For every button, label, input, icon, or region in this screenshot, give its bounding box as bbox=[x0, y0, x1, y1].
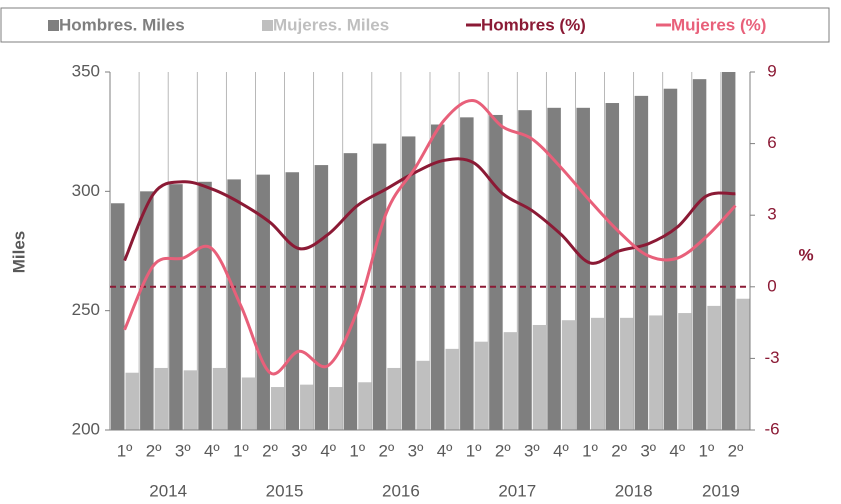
bar bbox=[198, 181, 212, 430]
bar bbox=[474, 341, 489, 430]
bar bbox=[707, 305, 721, 430]
x-tick-label: 4º bbox=[320, 441, 336, 460]
y2-tick-label: 9 bbox=[767, 61, 776, 80]
x-tick-label: 2º bbox=[262, 441, 278, 460]
x-tick-label: 2º bbox=[495, 441, 511, 460]
bar bbox=[387, 367, 401, 430]
bar bbox=[300, 384, 314, 430]
x-tick-label: 3º bbox=[291, 441, 307, 460]
y-tick-label: 300 bbox=[72, 181, 100, 200]
bar bbox=[125, 372, 139, 430]
bar bbox=[285, 172, 300, 431]
bar bbox=[241, 377, 256, 430]
year-label: 2019 bbox=[702, 481, 740, 500]
x-tick-label: 4º bbox=[437, 441, 453, 460]
bar bbox=[532, 324, 547, 430]
year-label: 2014 bbox=[149, 481, 187, 500]
y2-tick-label: 6 bbox=[767, 133, 776, 152]
bar bbox=[416, 360, 430, 430]
bar bbox=[460, 117, 474, 430]
bar bbox=[329, 387, 343, 430]
bar bbox=[620, 317, 634, 430]
bar bbox=[140, 191, 154, 430]
year-label: 2017 bbox=[498, 481, 536, 500]
bar bbox=[605, 103, 620, 430]
bar bbox=[721, 72, 736, 430]
year-label: 2018 bbox=[615, 481, 653, 500]
x-tick-label: 2º bbox=[146, 441, 162, 460]
bar bbox=[343, 153, 358, 430]
x-tick-label: 1º bbox=[582, 441, 598, 460]
bar bbox=[561, 320, 576, 430]
bar bbox=[518, 110, 532, 430]
bar bbox=[736, 298, 750, 430]
legend-box bbox=[0, 7, 830, 43]
year-label: 2016 bbox=[382, 481, 420, 500]
x-tick-label: 1º bbox=[117, 441, 133, 460]
bar bbox=[489, 114, 503, 431]
y-axis-label: Miles bbox=[9, 231, 28, 274]
bar bbox=[372, 143, 387, 430]
x-tick-label: 1º bbox=[233, 441, 249, 460]
bar bbox=[503, 332, 518, 430]
x-tick-label: 4º bbox=[553, 441, 569, 460]
bar bbox=[649, 315, 663, 430]
x-tick-label: 2º bbox=[379, 441, 395, 460]
y2-tick-label: 0 bbox=[767, 276, 776, 295]
y-tick-label: 350 bbox=[72, 61, 100, 80]
x-tick-label: 3º bbox=[408, 441, 424, 460]
x-tick-label: 4º bbox=[204, 441, 220, 460]
bar bbox=[678, 313, 692, 430]
x-tick-label: 2º bbox=[611, 441, 627, 460]
bar bbox=[547, 107, 561, 431]
y2-tick-label: -6 bbox=[764, 419, 779, 438]
x-tick-label: 2º bbox=[728, 441, 744, 460]
bar bbox=[358, 382, 372, 430]
bar bbox=[111, 203, 125, 430]
x-tick-label: 4º bbox=[669, 441, 685, 460]
bar bbox=[183, 370, 198, 430]
line bbox=[123, 99, 737, 376]
y-tick-label: 250 bbox=[72, 300, 100, 319]
bar bbox=[270, 387, 285, 430]
x-tick-label: 3º bbox=[175, 441, 191, 460]
bar bbox=[576, 107, 590, 431]
bar bbox=[169, 184, 183, 430]
line bbox=[123, 157, 736, 265]
bar bbox=[634, 95, 649, 430]
legend-label: Hombres. Miles bbox=[59, 15, 185, 34]
y2-tick-label: -3 bbox=[764, 348, 779, 367]
legend-label: Mujeres (%) bbox=[671, 15, 766, 34]
bar bbox=[227, 179, 241, 430]
y2-tick-label: 3 bbox=[767, 205, 776, 224]
bar bbox=[445, 348, 459, 430]
y2-axis-label: % bbox=[798, 245, 813, 264]
x-tick-label: 1º bbox=[699, 441, 715, 460]
year-label: 2015 bbox=[266, 481, 304, 500]
y-tick-label: 200 bbox=[72, 419, 100, 438]
legend-swatch bbox=[48, 20, 59, 31]
bar bbox=[590, 317, 605, 430]
legend-label: Mujeres. Miles bbox=[273, 15, 389, 34]
x-tick-label: 3º bbox=[640, 441, 656, 460]
bar bbox=[154, 367, 169, 430]
x-tick-label: 1º bbox=[466, 441, 482, 460]
legend-label: Hombres (%) bbox=[481, 15, 586, 34]
bar bbox=[314, 165, 329, 430]
x-tick-label: 1º bbox=[349, 441, 365, 460]
legend-swatch bbox=[262, 20, 273, 31]
bar bbox=[401, 136, 416, 430]
bar bbox=[431, 124, 445, 431]
bar bbox=[692, 79, 707, 430]
bar bbox=[212, 367, 227, 430]
x-tick-label: 3º bbox=[524, 441, 540, 460]
